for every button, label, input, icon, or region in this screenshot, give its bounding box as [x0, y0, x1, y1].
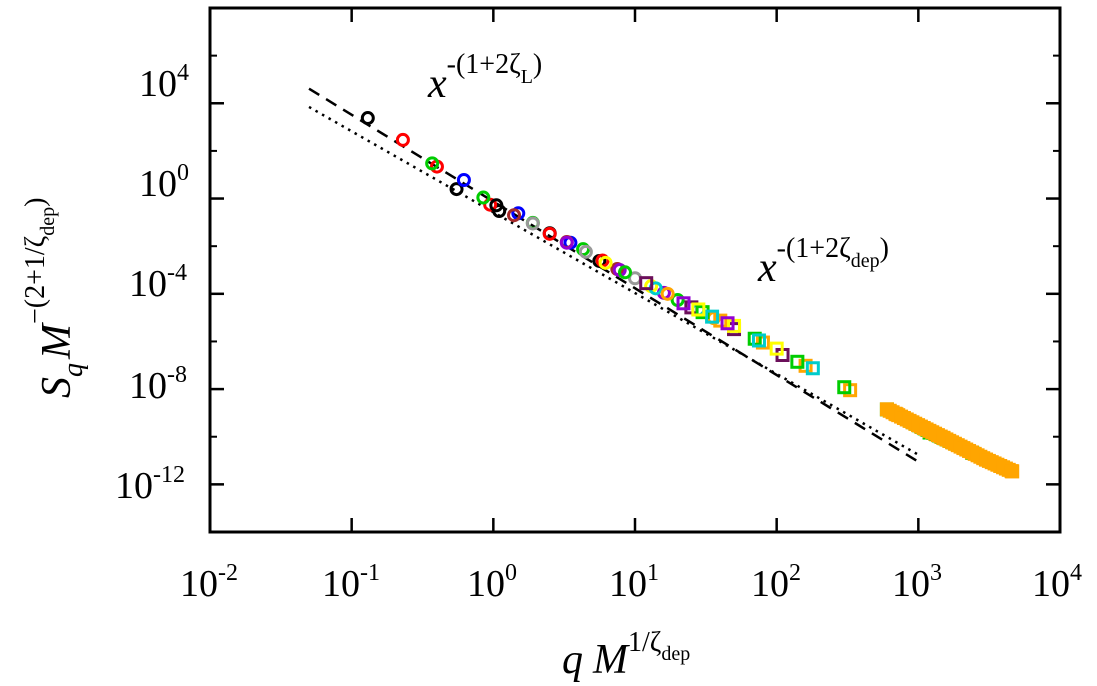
data-point	[751, 333, 766, 348]
x-tick-label: 102	[751, 560, 801, 605]
y-tick-label: 10-8	[129, 362, 187, 407]
data-point	[769, 341, 784, 356]
data-point	[676, 296, 691, 311]
annotation-slope-L: x-(1+2ζL)	[427, 49, 542, 107]
data-point	[837, 380, 852, 395]
data-point	[660, 286, 675, 301]
plot-frame	[208, 6, 1062, 534]
data-point	[805, 361, 820, 376]
data-point	[395, 132, 410, 147]
data-point	[720, 316, 735, 331]
data-point	[425, 156, 440, 171]
data-point	[639, 276, 654, 291]
data-point	[578, 244, 593, 259]
y-tick-label: 10-4	[129, 260, 187, 305]
data-point	[790, 354, 805, 369]
slope-dep-line	[308, 105, 919, 456]
series-s19	[676, 296, 735, 331]
x-axis-label: q M1/ζdep	[562, 627, 690, 683]
axis-ticks	[208, 8, 1062, 533]
y-tick-label: 104	[139, 60, 189, 105]
data-point	[618, 265, 633, 280]
data-point	[713, 313, 728, 328]
data-point	[483, 197, 498, 212]
x-tick-label: 100	[467, 560, 517, 605]
data-point	[559, 235, 574, 250]
y-tick-label: 10-12	[115, 462, 185, 507]
x-tick-label: 103	[892, 560, 942, 605]
data-point	[598, 255, 613, 270]
x-tick-label: 104	[1032, 560, 1082, 605]
data-point	[360, 111, 375, 126]
y-tick-labels: 104 100 10-4 10-8 10-12	[115, 60, 189, 507]
data-point	[476, 190, 491, 205]
data-point	[489, 198, 504, 213]
data-point	[691, 302, 706, 317]
x-tick-label: 10-1	[322, 560, 380, 605]
data-point	[755, 335, 770, 350]
data-point	[705, 309, 720, 324]
data-markers	[360, 111, 1020, 479]
dense-tail	[879, 402, 1019, 479]
annotation-slope-dep: x-(1+2ζdep)	[757, 233, 889, 291]
x-tick-label: 101	[609, 560, 659, 605]
data-point	[525, 216, 540, 231]
series-s1	[360, 111, 507, 218]
data-point	[507, 208, 522, 223]
data-point	[542, 226, 557, 241]
y-axis-label: SqM−(2+1/ζdep)	[20, 198, 89, 399]
x-tick-label: 10-2	[180, 560, 238, 605]
series-s17	[705, 309, 820, 376]
x-tick-labels: 10-2 10-1 100 101 102 103 104	[180, 560, 1082, 605]
y-tick-label: 100	[139, 160, 189, 205]
data-point	[456, 173, 471, 188]
data-point	[576, 242, 591, 257]
data-point	[1004, 464, 1019, 479]
data-point	[449, 182, 464, 197]
